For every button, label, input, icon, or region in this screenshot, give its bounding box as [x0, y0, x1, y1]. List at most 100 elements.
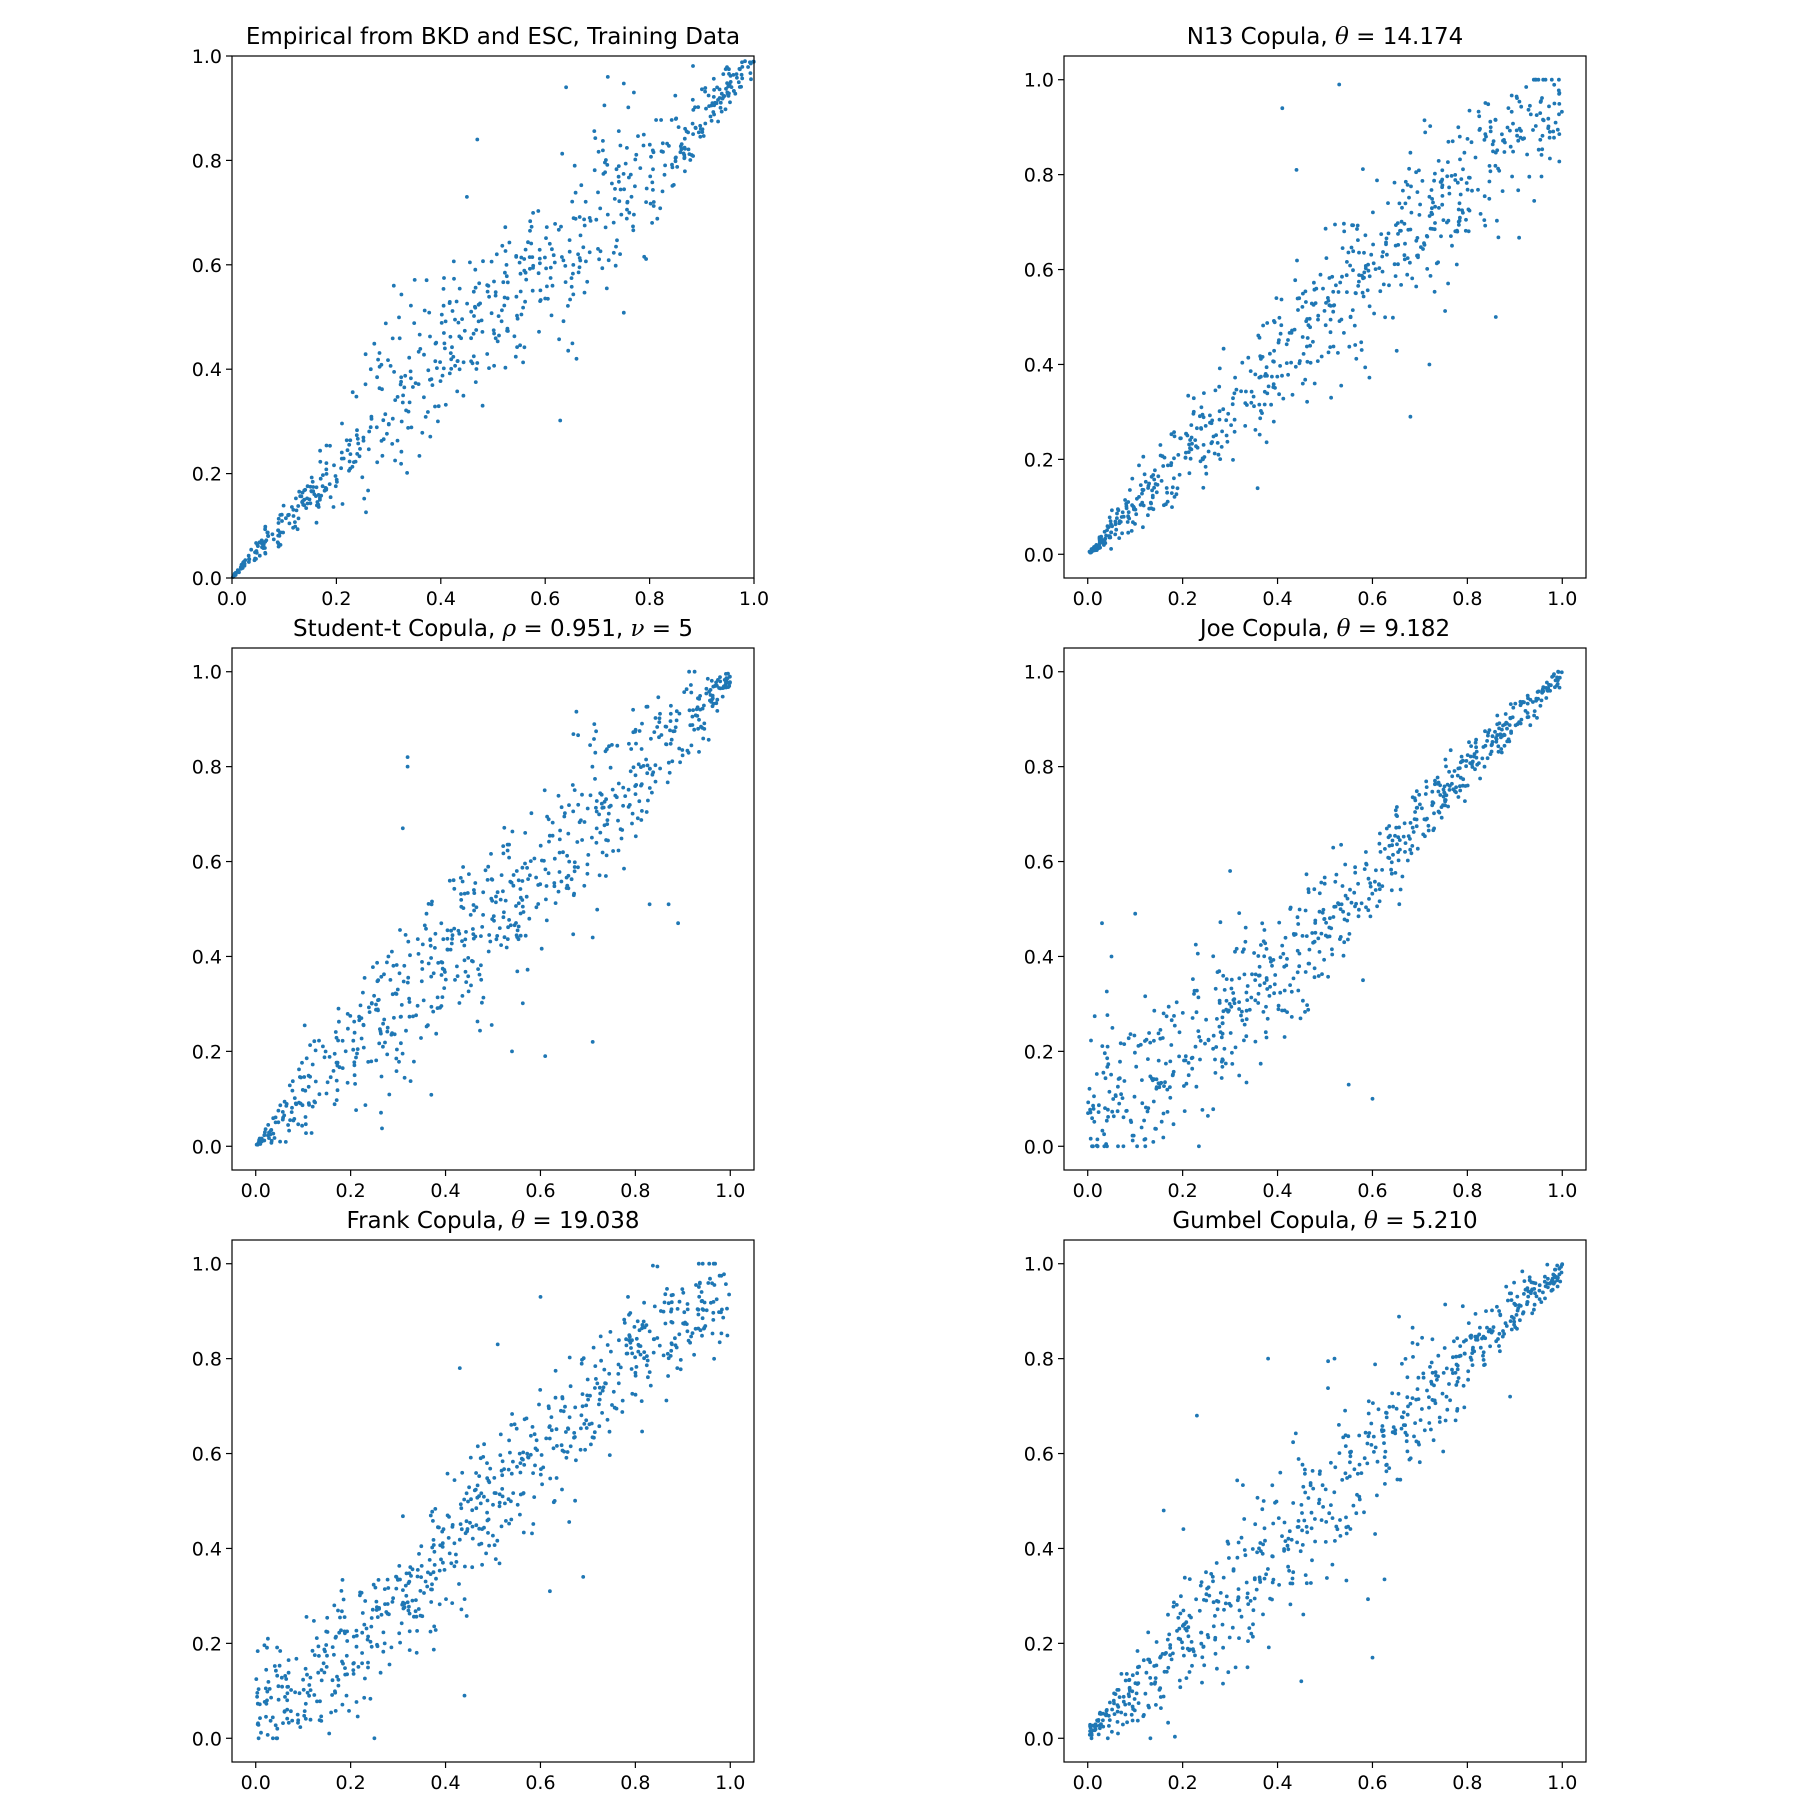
- scatter-point: [1495, 713, 1500, 718]
- scatter-point: [1368, 914, 1373, 919]
- scatter-point: [465, 195, 469, 199]
- scatter-point: [1271, 382, 1276, 387]
- scatter-point: [361, 1045, 366, 1050]
- scatter-point: [538, 298, 543, 302]
- scatter-point: [459, 892, 463, 896]
- scatter-point: [1248, 1599, 1253, 1603]
- scatter-point: [528, 219, 533, 224]
- scatter-point: [582, 223, 587, 228]
- scatter-point: [313, 1048, 318, 1053]
- scatter-point: [528, 873, 532, 878]
- scatter-point: [512, 334, 517, 339]
- scatter-point: [1532, 199, 1537, 203]
- scatter-point: [1357, 250, 1361, 255]
- scatter-point: [567, 1415, 572, 1420]
- scatter-point: [412, 1059, 416, 1064]
- scatter-point: [697, 750, 701, 754]
- x-tick-label: 0.2: [336, 1772, 366, 1794]
- scatter-point: [708, 114, 713, 119]
- scatter-point: [446, 1536, 451, 1540]
- scatter-point: [1217, 998, 1222, 1003]
- scatter-point: [1364, 905, 1368, 910]
- scatter-point: [347, 442, 352, 447]
- scatter-point: [608, 803, 613, 808]
- scatter-point: [1105, 1056, 1110, 1061]
- x-tick-label: 0.8: [1452, 1180, 1482, 1202]
- scatter-point: [1414, 824, 1419, 829]
- scatter-point: [1144, 1670, 1149, 1675]
- scatter-point: [1105, 1013, 1110, 1017]
- scatter-point: [1446, 281, 1450, 286]
- scatter-point: [416, 382, 421, 386]
- scatter-point: [1126, 515, 1131, 520]
- scatter-point: [1249, 995, 1254, 1000]
- scatter-point: [341, 1661, 345, 1666]
- scatter-point: [334, 1078, 339, 1083]
- scatter-point: [308, 484, 313, 489]
- scatter-point: [1245, 1591, 1250, 1596]
- scatter-point: [1550, 1280, 1555, 1285]
- scatter-point: [1375, 1459, 1380, 1464]
- scatter-point: [373, 1585, 378, 1590]
- scatter-point: [382, 1641, 387, 1646]
- scatter-point: [1269, 959, 1273, 964]
- scatter-point: [1406, 227, 1411, 232]
- scatter-point: [1546, 1285, 1550, 1290]
- scatter-point: [404, 408, 408, 413]
- scatter-point: [1230, 402, 1235, 407]
- scatter-point: [1469, 140, 1474, 145]
- y-tick-label: 1.0: [192, 1254, 222, 1276]
- scatter-point: [1198, 1038, 1203, 1043]
- scatter-point: [604, 286, 609, 291]
- scatter-point: [1448, 748, 1453, 753]
- scatter-point: [559, 1443, 564, 1448]
- scatter-point: [398, 928, 402, 932]
- scatter-point: [466, 1499, 470, 1504]
- scatter-point: [283, 1674, 288, 1678]
- scatter-point: [1338, 1518, 1342, 1522]
- scatter-point: [1272, 991, 1276, 996]
- scatter-point: [411, 385, 415, 389]
- scatter-point: [1338, 907, 1343, 911]
- scatter-point: [525, 1451, 530, 1456]
- scatter-point: [1316, 974, 1321, 978]
- scatter-point: [1199, 405, 1204, 410]
- scatter-point: [475, 1019, 480, 1024]
- scatter-point: [703, 1324, 708, 1328]
- scatter-point: [412, 321, 417, 325]
- scatter-point: [429, 902, 434, 907]
- scatter-point: [390, 442, 395, 446]
- scatter-point: [285, 1716, 290, 1721]
- scatter-point: [550, 247, 554, 252]
- scatter-point: [1330, 274, 1335, 279]
- scatter-point: [1427, 362, 1432, 367]
- scatter-point: [1486, 730, 1491, 735]
- scatter-point: [1440, 177, 1445, 182]
- scatter-point: [668, 719, 673, 723]
- scatter-point: [419, 1544, 424, 1549]
- scatter-point: [1499, 747, 1504, 751]
- scatter-point: [323, 1049, 328, 1054]
- scatter-point: [1235, 1555, 1240, 1560]
- scatter-point: [289, 1110, 294, 1114]
- scatter-point: [1416, 255, 1420, 260]
- scatter-point: [1484, 1309, 1488, 1313]
- scatter-point: [497, 926, 502, 930]
- scatter-point: [681, 1321, 685, 1326]
- scatter-point: [521, 305, 525, 310]
- scatter-point: [1209, 1572, 1214, 1576]
- scatter-point: [1368, 881, 1373, 885]
- scatter-point: [1202, 1663, 1207, 1668]
- scatter-point: [1337, 1451, 1342, 1455]
- scatter-point: [669, 1300, 674, 1305]
- scatter-point: [344, 1693, 349, 1698]
- scatter-point: [1364, 862, 1369, 867]
- scatter-point: [1134, 512, 1139, 517]
- scatter-point: [624, 216, 629, 221]
- scatter-point: [468, 913, 473, 917]
- scatter-point: [272, 1136, 277, 1140]
- scatter-point: [496, 314, 501, 318]
- scatter-point: [331, 505, 336, 509]
- scatter-point: [693, 126, 698, 130]
- scatter-point: [571, 809, 576, 814]
